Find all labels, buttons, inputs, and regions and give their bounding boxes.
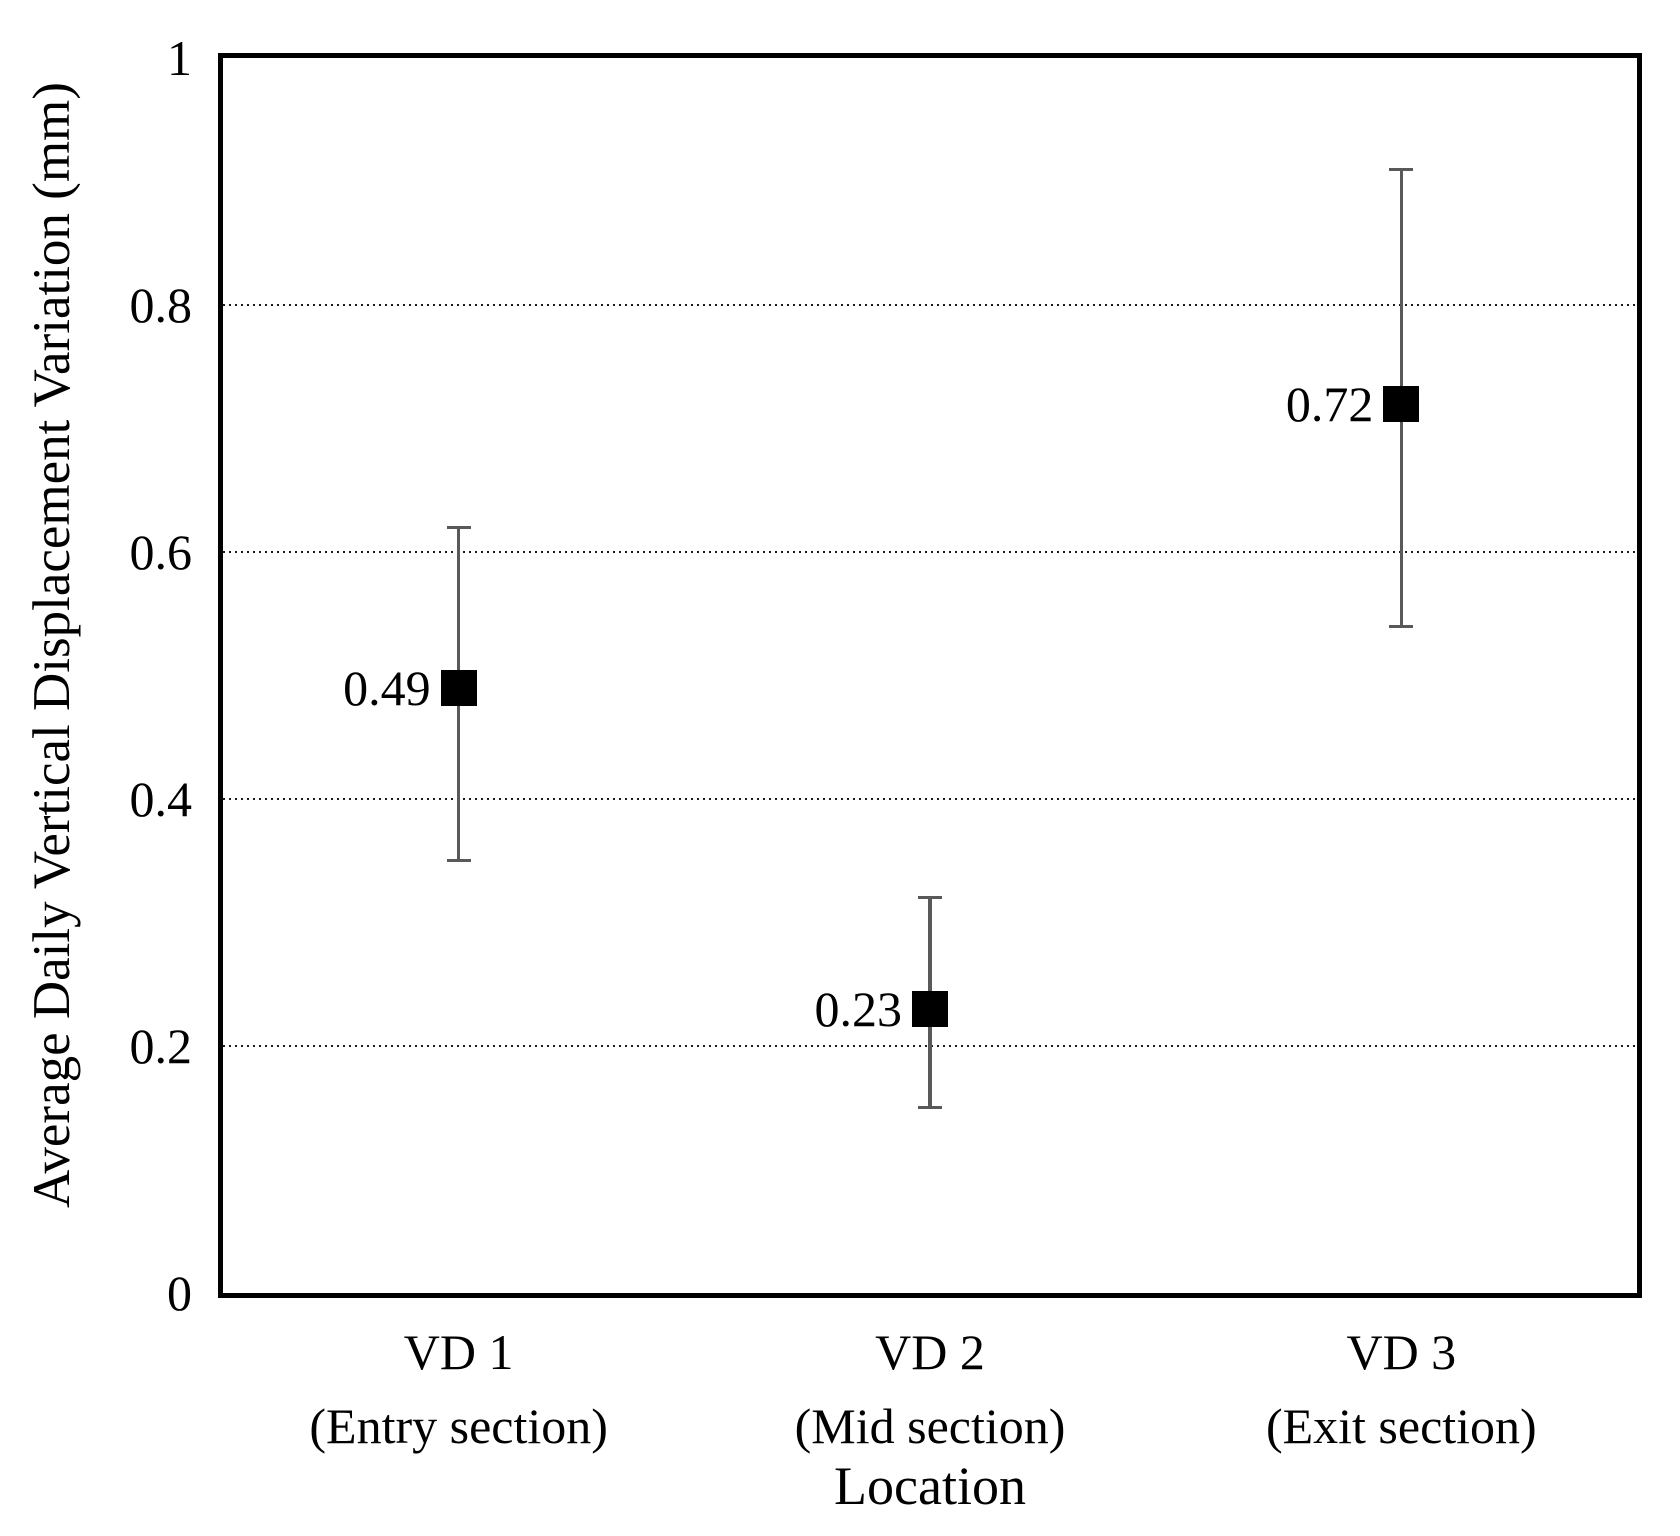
data-point-marker xyxy=(440,669,477,706)
x-category-sublabel: (Exit section) xyxy=(1265,1398,1537,1454)
gridline xyxy=(223,304,1637,306)
x-category-sublabel: (Entry section) xyxy=(309,1398,608,1454)
error-bar-cap-bottom xyxy=(918,1106,942,1110)
x-category-label: VD 3 (Exit section) xyxy=(1101,1315,1680,1463)
error-bar-cap-bottom xyxy=(1389,624,1414,628)
data-point-marker xyxy=(912,990,948,1027)
x-category-label: VD 1 (Entry section) xyxy=(159,1315,759,1463)
error-bar-cap-top xyxy=(446,525,471,529)
data-point-label: 0.23 xyxy=(814,980,903,1037)
data-point-label: 0.49 xyxy=(343,659,431,716)
data-point-marker xyxy=(1383,385,1420,422)
y-tick-label: 0 xyxy=(167,1265,192,1321)
x-category-name: VD 3 xyxy=(1346,1324,1457,1380)
gridline xyxy=(223,551,1637,553)
x-category-name: VD 2 xyxy=(875,1324,985,1380)
y-tick-label: 0.2 xyxy=(129,1018,193,1074)
x-category-label: VD 2 (Mid section) xyxy=(630,1315,1230,1463)
x-category-sublabel: (Mid section) xyxy=(794,1398,1066,1454)
x-axis-title: Location xyxy=(834,1456,1026,1516)
x-category-name: VD 1 xyxy=(403,1324,514,1380)
gridline xyxy=(223,798,1637,800)
y-tick-label: 0.4 xyxy=(129,771,193,827)
error-bar-cap-top xyxy=(1389,167,1414,171)
y-tick-label: 1 xyxy=(167,30,192,86)
plot-area: 0.49 0.23 0.72 xyxy=(218,53,1642,1298)
error-bar-cap-top xyxy=(918,896,942,900)
y-tick-label: 0.8 xyxy=(129,277,193,333)
data-point-label: 0.72 xyxy=(1285,375,1374,432)
y-tick-label: 0.6 xyxy=(129,524,193,580)
error-bar-cap-bottom xyxy=(446,859,471,863)
